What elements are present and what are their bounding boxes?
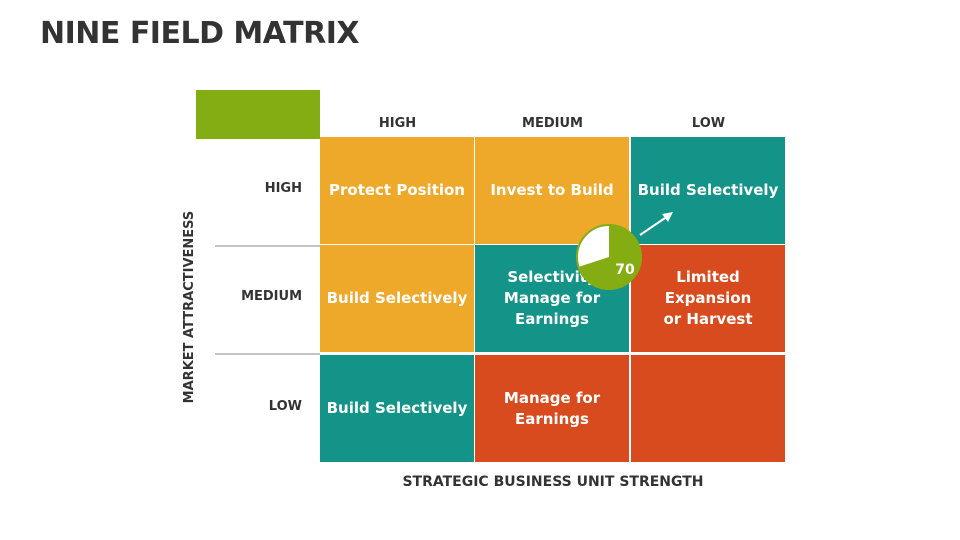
row-header: MEDIUM: [241, 289, 302, 304]
cell-text: Build Selectively: [637, 181, 779, 199]
cell-text: Build Selectively: [326, 289, 468, 307]
pie-label: 70: [615, 262, 635, 278]
matrix-cell: Build Selectively: [320, 245, 474, 352]
cell-text: Manage for: [503, 388, 601, 407]
matrix-cell: [631, 355, 785, 462]
cell-text: Manage for: [503, 289, 601, 307]
matrix-cell: Manage for Earnings: [475, 355, 629, 462]
cell-text: Build Selectively: [326, 399, 468, 417]
title: NINE FIELD MATRIX: [40, 16, 360, 51]
cell-text: Earnings: [515, 310, 589, 328]
column-header: HIGH: [378, 116, 417, 131]
cell-text: Protect Position: [329, 181, 465, 199]
x-axis-label: STRATEGIC BUSINESS UNIT STRENGTH: [402, 474, 704, 490]
corner-block: [196, 90, 320, 139]
cell-text: or Harvest: [663, 310, 753, 328]
cell-text: Limited Expansion: [664, 268, 752, 307]
row-header: HIGH: [264, 181, 302, 196]
arrow-head: [662, 212, 673, 222]
arrow: [639, 215, 669, 236]
pie-slice: [578, 225, 641, 289]
cell-text: Earnings: [515, 409, 589, 428]
column-header: MEDIUM: [522, 116, 583, 131]
matrix-cell: Limited Expansion or Harvest: [631, 245, 785, 352]
cell-text: Selectivity: [507, 268, 597, 286]
matrix-cell: Protect Position: [320, 137, 474, 244]
matrix-cell: Build Selectively: [320, 355, 474, 462]
row-header: LOW: [268, 399, 302, 414]
matrix-cell: Build Selectively: [631, 137, 785, 244]
matrix-cell: Selectivity Manage for Earnings: [475, 245, 629, 352]
cell-text: Invest to Build: [490, 181, 614, 199]
column-header: LOW: [691, 116, 726, 131]
